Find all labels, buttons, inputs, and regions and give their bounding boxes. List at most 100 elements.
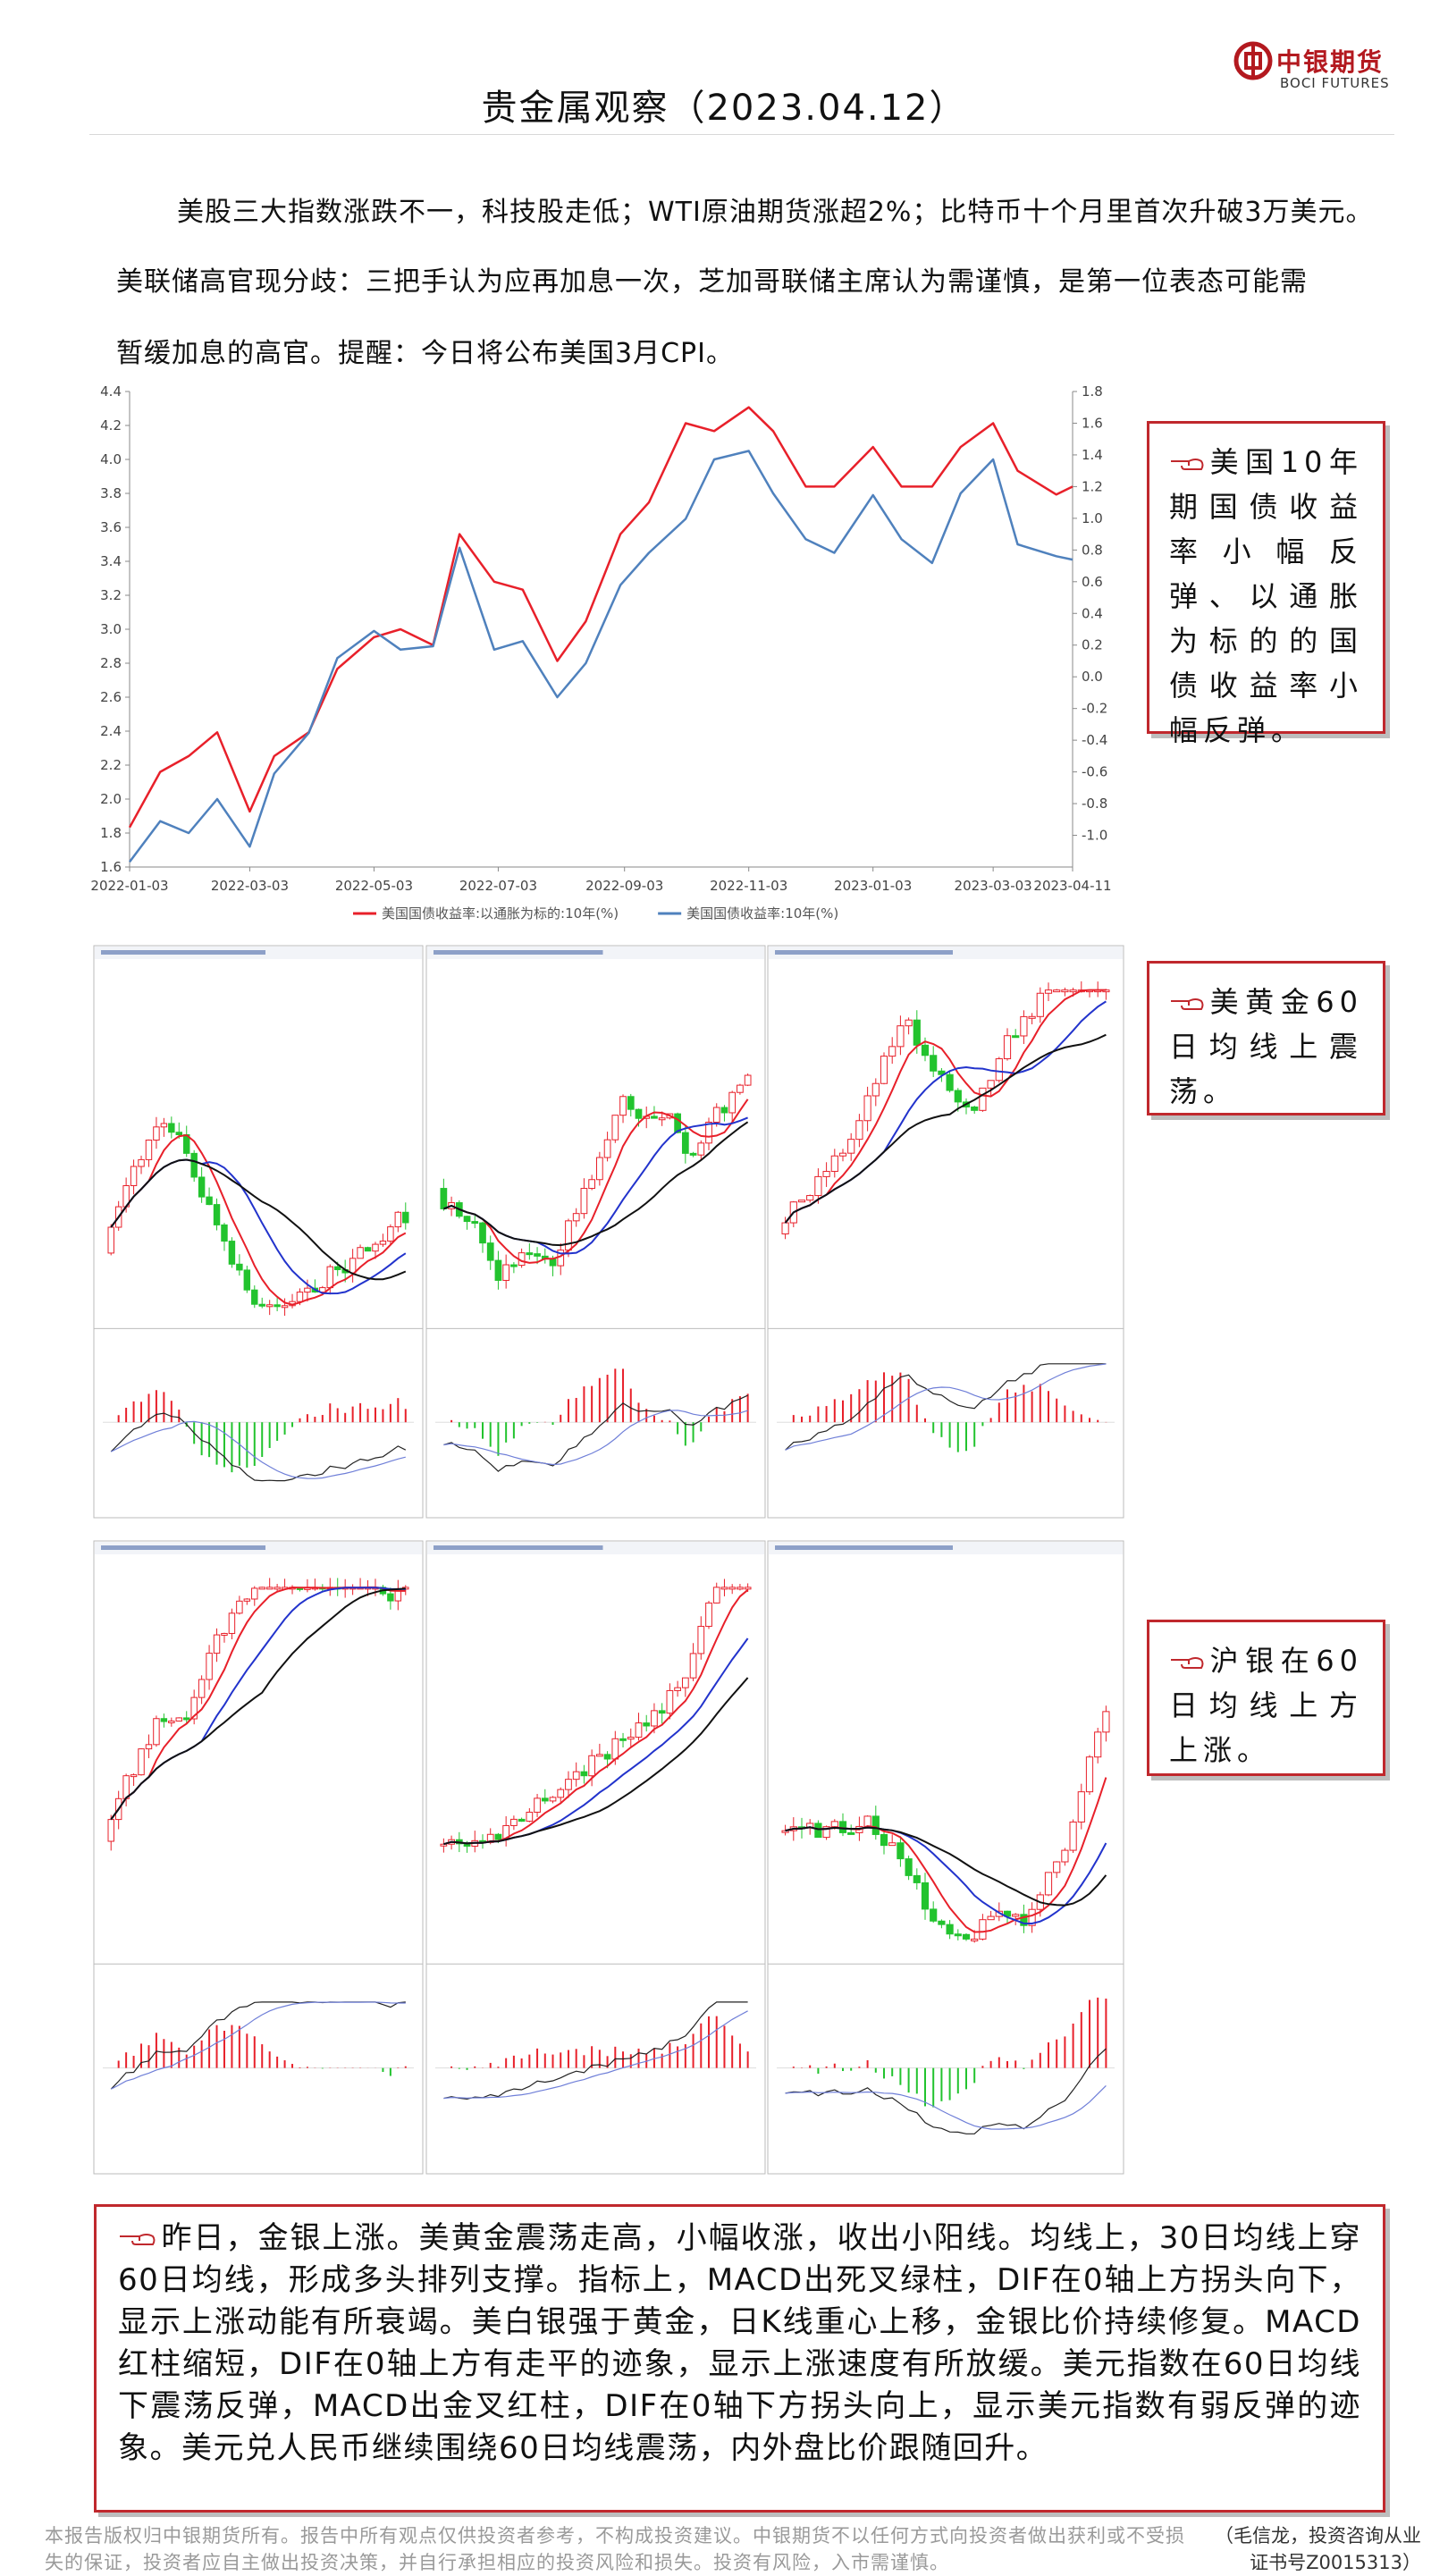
candle-body [258, 1303, 265, 1307]
panel-header-text [775, 1545, 953, 1550]
candle-body [689, 1152, 697, 1156]
candle-body [251, 1587, 258, 1600]
candle-body [666, 1689, 674, 1714]
candle-body [979, 1919, 987, 1940]
candle-body [394, 1211, 402, 1228]
candle-body [379, 1241, 387, 1245]
candle-body [674, 1687, 681, 1691]
y2-tick-label: 0.4 [1082, 605, 1103, 621]
y2-tick-label: 1.4 [1082, 447, 1103, 463]
candle-body [228, 1241, 236, 1265]
candle-body [603, 1754, 611, 1760]
y-tick-label: 3.2 [100, 587, 122, 603]
candle-body [198, 1176, 206, 1198]
candle-body [619, 1738, 627, 1741]
logo-mark [1233, 41, 1273, 80]
y-tick-label: 3.0 [100, 621, 122, 637]
candle-body [319, 1287, 326, 1293]
y-tick-label: 1.6 [100, 859, 122, 875]
candle-body [697, 1626, 705, 1654]
candle-body [588, 1179, 596, 1190]
candle-body [847, 1139, 855, 1154]
candle-body [518, 1818, 526, 1823]
candle-body [557, 1789, 565, 1798]
candle-body [979, 1087, 987, 1111]
callout: 沪银在60日均线上方上涨。 [1147, 1620, 1385, 1776]
candle-body [921, 1044, 930, 1056]
candle-body [611, 1115, 619, 1141]
y-tick-label: 2.6 [100, 689, 122, 705]
candle-body [1061, 1849, 1069, 1863]
candle-body [705, 1121, 712, 1144]
moving-average [443, 1099, 749, 1264]
candle-body [781, 1222, 789, 1235]
candle-body [130, 1774, 138, 1778]
candle-body [797, 1200, 806, 1203]
author: （毛信龙，投资咨询从业证书号Z0015313） [1215, 2525, 1421, 2573]
candle-body [1069, 989, 1077, 993]
panel-frame [425, 945, 766, 1519]
candle-body [897, 1842, 905, 1860]
candle-body [364, 1247, 372, 1252]
candle-body [281, 1305, 289, 1309]
candle-body [304, 1287, 311, 1293]
candle-body [627, 1096, 635, 1110]
macd-dif [110, 1412, 407, 1482]
candle-body [712, 1107, 720, 1123]
candle-body [962, 1933, 971, 1940]
candle-body [243, 1269, 251, 1291]
candle-body [888, 1842, 897, 1847]
candle-body [1028, 1908, 1036, 1926]
intro-line: 暂缓加息的高官。提醒：今日将公布美国3月CPI。 [116, 338, 734, 369]
moving-average [443, 1121, 749, 1247]
candle-body [897, 1025, 905, 1048]
y-tick-label: 2.2 [100, 757, 122, 773]
candle-body [603, 1139, 611, 1158]
candle-body [651, 1710, 658, 1727]
candle-body [712, 1587, 720, 1604]
macd-dif [785, 1363, 1107, 1451]
candle-body [486, 1242, 494, 1261]
candle-body [987, 1915, 995, 1921]
candle-body [871, 1082, 880, 1097]
candle-body [930, 1055, 938, 1072]
candle-body [145, 1744, 153, 1750]
x-tick-label: 2022-11-03 [710, 878, 787, 894]
candle-body [175, 1132, 183, 1136]
candle-body [855, 1120, 863, 1141]
candle-body [221, 1632, 228, 1636]
y2-tick-label: 0.8 [1082, 542, 1103, 558]
candle-body [635, 1108, 643, 1119]
candle-body [107, 1819, 114, 1842]
candle-body [905, 1019, 913, 1027]
candle-body [236, 1263, 243, 1271]
candle-body [863, 1815, 871, 1827]
candle-body [705, 1602, 712, 1628]
candle-body [565, 1779, 572, 1790]
candle-body [357, 1247, 364, 1259]
callout: 美黄金60日均线上震荡。 [1147, 961, 1385, 1115]
divider [89, 134, 1394, 135]
candle-body [596, 1157, 603, 1181]
candle-body [572, 1771, 580, 1780]
candle-body [954, 1933, 962, 1937]
y2-tick-label: 1.0 [1082, 510, 1103, 526]
series-line [129, 450, 1073, 863]
candle-body [737, 1587, 744, 1590]
candle-body [1053, 1861, 1061, 1873]
candle-body [502, 1264, 510, 1281]
candle-body [880, 1056, 888, 1084]
hand-icon [120, 2234, 156, 2245]
disclaimer: 本报告版权归中银期货所有。报告中所有观点仅供投资者参考，不构成投资建议。中银期货… [45, 2525, 1185, 2573]
candle-body [326, 1266, 333, 1289]
y2-tick-label: -0.8 [1082, 796, 1107, 812]
y-tick-label: 2.0 [100, 791, 122, 807]
candle-body [863, 1095, 871, 1122]
candle-body [697, 1142, 705, 1156]
candle-body [806, 1195, 814, 1201]
candle-body [160, 1718, 168, 1722]
candle-body [243, 1598, 251, 1602]
moving-average [784, 1033, 1107, 1224]
candle-body [213, 1634, 221, 1654]
